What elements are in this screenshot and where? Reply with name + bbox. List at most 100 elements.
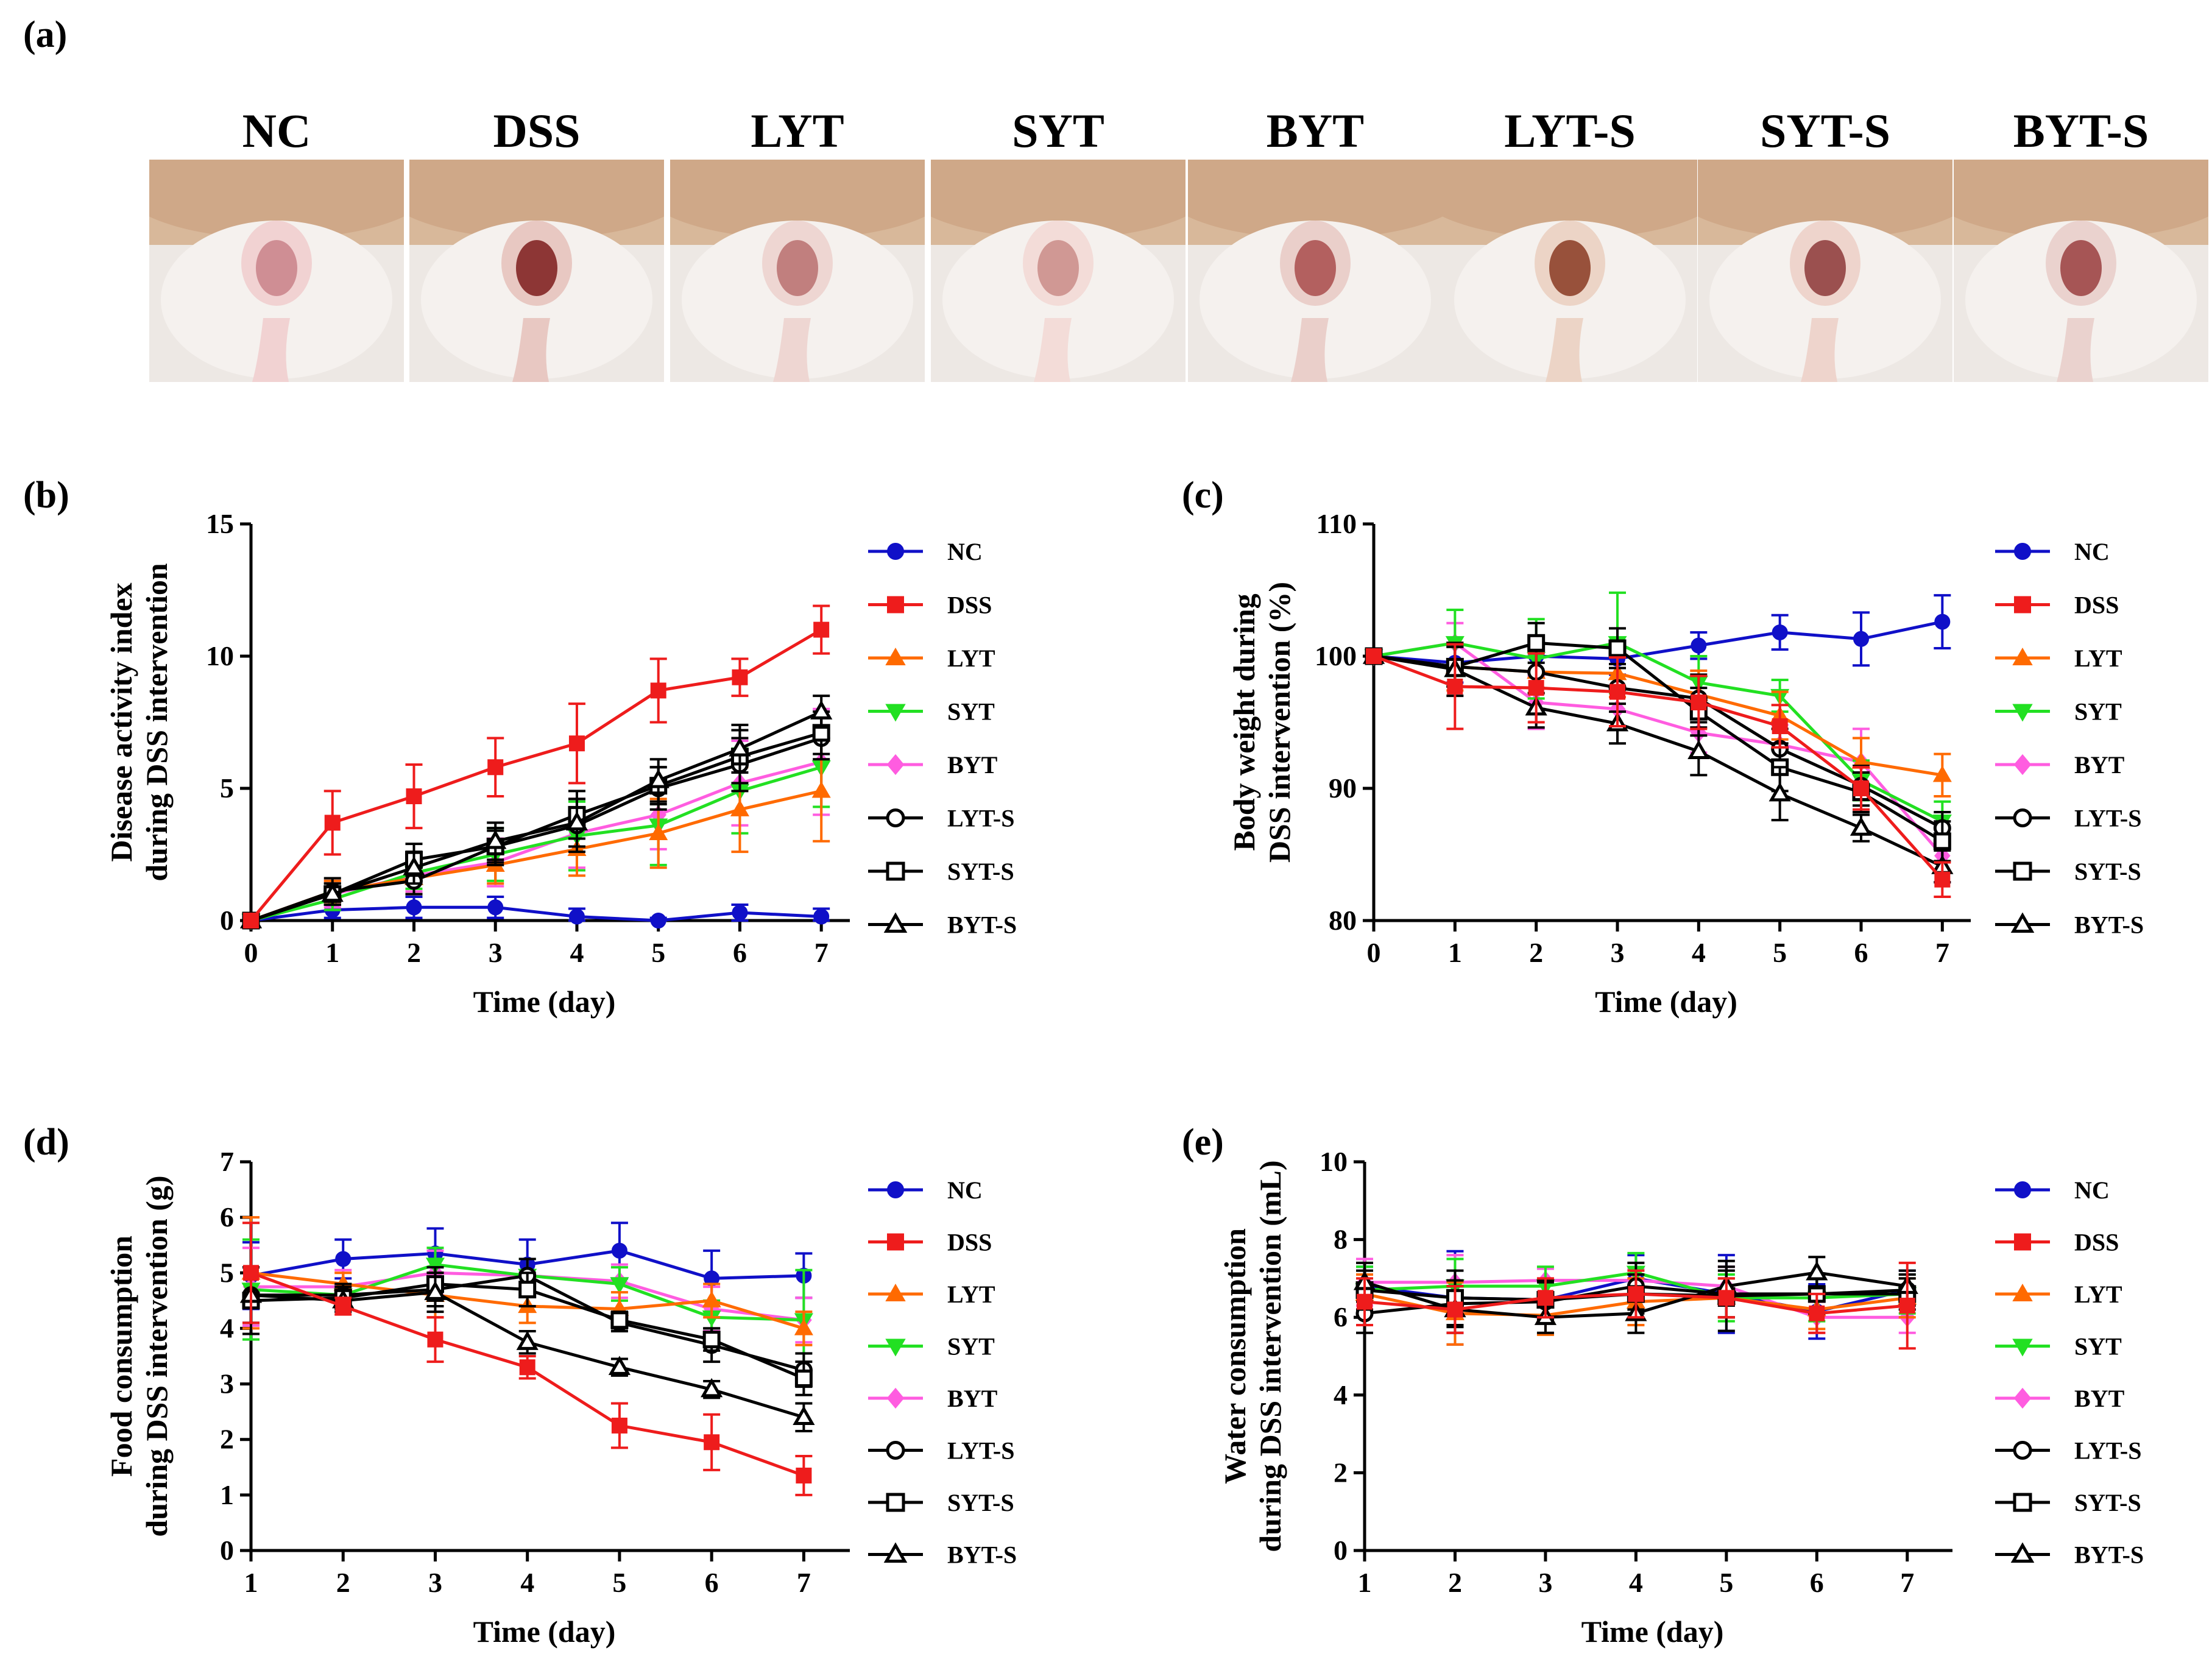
y-axis-label: Body weight during	[1227, 593, 1261, 850]
legend-marker	[885, 1338, 906, 1357]
legend-item-nc: NC	[868, 538, 983, 565]
series-line	[250, 905, 822, 922]
data-point	[729, 737, 751, 757]
y-tick-label: 100	[1315, 640, 1357, 671]
photo-label-syt: SYT	[1012, 104, 1104, 157]
legend-item-dss: DSS	[1995, 1229, 2119, 1256]
legend-item-dss: DSS	[1995, 592, 2119, 619]
legend-marker	[886, 808, 905, 827]
data-point	[1934, 871, 1951, 888]
y-axis-label: Disease activity index	[104, 582, 138, 861]
legend-label: LYT	[2074, 645, 2122, 672]
data-point	[518, 1281, 537, 1299]
y-tick-label: 80	[1329, 905, 1357, 936]
y-tick-label: 5	[220, 1257, 234, 1288]
axes-c: 80 90 100 110 0 1 2 3 4 5 6 7 Time (day) Body weight …	[1227, 508, 1971, 1019]
legend-label: LYT-S	[2074, 805, 2141, 832]
data-point	[610, 1311, 629, 1329]
legend-item-syt: SYT	[1995, 698, 2122, 726]
photo-label-byt-s: BYT-S	[2013, 104, 2149, 157]
data-point	[793, 1406, 815, 1425]
legend-item-dss: DSS	[868, 592, 992, 619]
y-tick-label: 15	[206, 508, 234, 539]
data-point	[647, 769, 670, 788]
y-tick-label: 3	[220, 1368, 234, 1399]
legend-label: SYT	[947, 698, 995, 726]
legend-item-dss: DSS	[868, 1229, 992, 1256]
y-tick-label: 10	[206, 640, 234, 671]
x-tick-label: 4	[1629, 1567, 1643, 1598]
data-point	[1934, 614, 1951, 630]
y-axis-label: during DSS intervention (g)	[140, 1175, 174, 1536]
legend-marker	[886, 1387, 905, 1409]
legend-label: BYT	[947, 1385, 998, 1412]
data-point	[794, 1369, 813, 1387]
legend-item-lyt: LYT	[1995, 645, 2122, 672]
data-point	[425, 1257, 445, 1275]
data-point	[813, 621, 830, 638]
legend-label: BYT	[2074, 1385, 2125, 1412]
legend-marker	[887, 543, 904, 560]
data-point	[1899, 1298, 1915, 1314]
legend-label: DSS	[2074, 592, 2119, 619]
data-point	[321, 882, 344, 902]
legend-item-syt: SYT	[868, 698, 995, 726]
data-point	[568, 735, 585, 752]
data-point	[324, 815, 341, 831]
legend-item-byt-s: BYT-S	[868, 1541, 1017, 1569]
panel-label-c: (c)	[1182, 475, 1224, 516]
legend-b: NC DSS LYT SYT BYT LYT-S SYT-S BYT-S	[868, 538, 1017, 939]
legend-item-lyt: LYT	[1995, 1281, 2122, 1308]
photo-byt	[1188, 160, 1443, 382]
data-point	[1691, 694, 1707, 710]
x-tick-label: 7	[814, 937, 829, 968]
x-tick-label: 7	[797, 1567, 811, 1598]
data-point	[704, 1434, 720, 1451]
y-tick-label: 10	[1320, 1146, 1348, 1177]
y-tick-label: 1	[220, 1479, 234, 1510]
data-point	[796, 1467, 812, 1483]
legend-marker	[2014, 543, 2031, 560]
data-point	[406, 788, 422, 805]
x-tick-label: 2	[1529, 937, 1543, 968]
x-tick-label: 2	[407, 937, 421, 968]
legend-label: SYT-S	[947, 1489, 1014, 1516]
data-point	[732, 904, 748, 921]
data-point	[1608, 639, 1627, 657]
x-tick-label: 0	[244, 937, 258, 968]
x-tick-label: 4	[1692, 937, 1706, 968]
data-point	[519, 1359, 535, 1376]
legend-item-syt-s: SYT-S	[1995, 1489, 2141, 1516]
data-point	[1691, 637, 1707, 654]
y-tick-label: 0	[220, 1535, 234, 1566]
data-point	[732, 669, 748, 685]
photo-lyt	[670, 160, 925, 382]
legend-c: NC DSS LYT SYT BYT LYT-S SYT-S BYT-S	[1995, 538, 2144, 939]
data-point	[1806, 1261, 1828, 1281]
data-point	[702, 1331, 721, 1349]
legend-item-syt-s: SYT-S	[1995, 858, 2141, 885]
legend-marker	[887, 596, 904, 614]
legend-label: LYT	[2074, 1281, 2122, 1308]
legend-marker	[2014, 1181, 2031, 1198]
data-point	[565, 811, 588, 831]
series-line	[1373, 641, 1943, 823]
legend-label: DSS	[2074, 1229, 2119, 1256]
legend-marker	[885, 1284, 906, 1302]
data-point	[1357, 1293, 1373, 1310]
series-line	[1373, 641, 1944, 857]
data-point	[1769, 782, 1791, 802]
legend-marker	[886, 1441, 905, 1460]
x-tick-label: 5	[1773, 937, 1787, 968]
photo-label-lyt-s: LYT-S	[1504, 104, 1636, 157]
legend-label: SYT-S	[2074, 858, 2141, 885]
x-tick-label: 1	[1358, 1567, 1372, 1598]
data-point	[1628, 1285, 1644, 1302]
legend-marker	[2013, 1441, 2032, 1460]
data-point	[1933, 832, 1951, 850]
x-axis-label: Time (day)	[473, 985, 616, 1019]
